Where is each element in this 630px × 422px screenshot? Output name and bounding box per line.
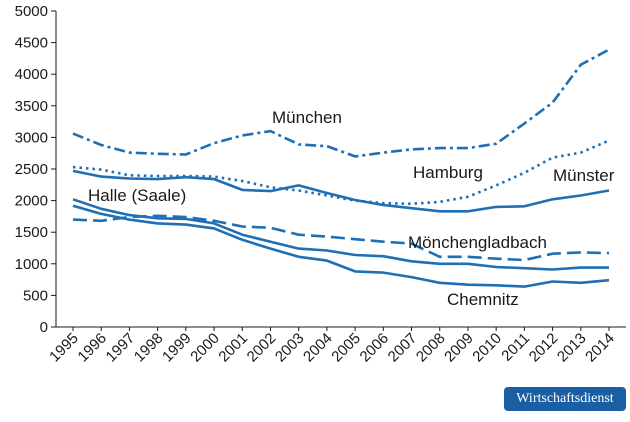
y-axis: 0 500 1000 1500 2000 2500 3000 3500 4000 4500 5000 (15, 3, 57, 336)
x-tick-label: 2011 (498, 330, 533, 365)
x-tick-label: 2007 (385, 330, 421, 366)
x-tick-label: 2005 (328, 330, 364, 366)
y-tick-label: 3500 (15, 98, 48, 115)
y-tick-label: 4500 (15, 35, 48, 52)
x-tick-label: 2004 (300, 330, 336, 366)
x-tick-label: 2002 (244, 330, 280, 366)
label-hamburg: Hamburg (413, 163, 483, 182)
x-tick-label: 1997 (103, 330, 139, 366)
label-chemnitz: Chemnitz (447, 290, 519, 309)
series-line-hamburg (72, 169, 610, 213)
x-tick-label: 1996 (74, 330, 110, 366)
series-line-halle-saale (72, 198, 609, 271)
x-tick-label: 1998 (131, 330, 167, 366)
label-muenster: Münster (553, 166, 615, 185)
x-tick-label: 2009 (441, 330, 477, 366)
brand-badge: Wirtschaftsdienst (504, 387, 626, 411)
series-lines (72, 48, 610, 288)
label-muenchen: München (272, 108, 342, 127)
x-tick-label: 2000 (187, 330, 223, 366)
x-tick-label: 2008 (413, 330, 449, 366)
y-tick-label: 2000 (15, 193, 48, 210)
y-tick-label: 0 (40, 319, 48, 336)
x-axis: 1995199619971998199920002001200220032004… (46, 326, 626, 366)
y-tick-label: 4000 (15, 66, 48, 83)
series-line-m-nchen (72, 48, 610, 158)
x-tick-label: 2001 (215, 330, 251, 366)
y-tick-label: 500 (23, 287, 48, 304)
x-tick-label: 2003 (272, 330, 308, 366)
y-tick-label: 3000 (15, 129, 48, 146)
x-tick-label: 2012 (526, 330, 562, 366)
x-tick-label: 2010 (469, 330, 505, 366)
y-tick-label: 1000 (15, 256, 48, 273)
label-moenchengladbach: Mönchengladbach (408, 233, 547, 252)
x-tick-label: 2013 (554, 330, 590, 366)
x-tick-label: 1995 (46, 330, 82, 366)
y-tick-label: 5000 (15, 3, 48, 20)
series-line-m-nchengladbach (72, 214, 610, 262)
y-tick-label: 2500 (15, 161, 48, 178)
x-tick-label: 2006 (357, 330, 393, 366)
series-line-chemnitz (72, 204, 610, 288)
x-tick-label: 1999 (159, 330, 195, 366)
y-tick-label: 1500 (15, 224, 48, 241)
x-tick-label: 2014 (582, 330, 618, 366)
label-halle: Halle (Saale) (88, 186, 186, 205)
